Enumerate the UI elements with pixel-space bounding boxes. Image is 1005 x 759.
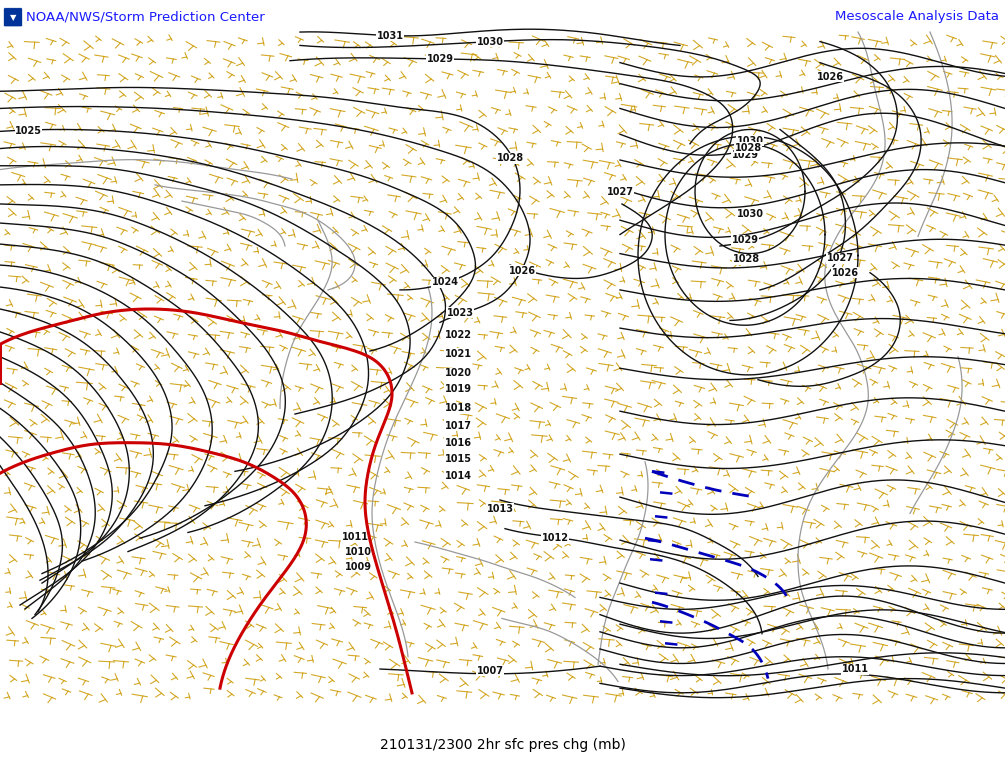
Text: 1025: 1025 bbox=[15, 126, 42, 137]
Text: 1009: 1009 bbox=[345, 562, 372, 572]
Text: 1010: 1010 bbox=[345, 546, 372, 556]
Text: 1017: 1017 bbox=[444, 420, 471, 430]
Text: 1027: 1027 bbox=[826, 254, 853, 263]
Text: 1026: 1026 bbox=[831, 268, 858, 278]
Text: 1020: 1020 bbox=[444, 368, 471, 378]
Text: 1012: 1012 bbox=[542, 534, 569, 543]
Text: 1030: 1030 bbox=[737, 209, 764, 219]
Text: 1023: 1023 bbox=[446, 308, 473, 318]
Text: Mesoscale Analysis Data: Mesoscale Analysis Data bbox=[835, 11, 999, 24]
FancyBboxPatch shape bbox=[3, 8, 22, 27]
Text: 210131/2300 2hr sfc pres chg (mb): 210131/2300 2hr sfc pres chg (mb) bbox=[380, 738, 625, 751]
Text: 1013: 1013 bbox=[486, 504, 514, 514]
Text: 1030: 1030 bbox=[737, 136, 764, 146]
Text: 1028: 1028 bbox=[496, 153, 524, 163]
Text: 1011: 1011 bbox=[841, 664, 868, 674]
Text: 1026: 1026 bbox=[509, 266, 536, 276]
Text: NOAA/NWS/Storm Prediction Center: NOAA/NWS/Storm Prediction Center bbox=[26, 11, 264, 24]
Text: 1030: 1030 bbox=[476, 36, 504, 46]
Text: 1029: 1029 bbox=[732, 235, 759, 245]
Text: 1021: 1021 bbox=[444, 349, 471, 359]
Text: 1007: 1007 bbox=[476, 666, 504, 676]
Text: 1024: 1024 bbox=[431, 277, 458, 287]
Text: 1027: 1027 bbox=[606, 187, 633, 197]
Text: 1029: 1029 bbox=[732, 150, 759, 160]
Text: 1031: 1031 bbox=[377, 31, 403, 41]
Text: ▼: ▼ bbox=[10, 13, 16, 22]
Text: 1016: 1016 bbox=[444, 438, 471, 448]
Text: 1011: 1011 bbox=[342, 532, 369, 542]
Text: 1018: 1018 bbox=[444, 403, 471, 414]
Text: 1028: 1028 bbox=[735, 143, 762, 153]
Text: 1015: 1015 bbox=[444, 454, 471, 464]
Text: 1028: 1028 bbox=[733, 254, 760, 264]
Text: 1026: 1026 bbox=[816, 72, 843, 82]
Text: 1022: 1022 bbox=[444, 330, 471, 340]
Text: 1029: 1029 bbox=[426, 54, 453, 64]
Text: 1019: 1019 bbox=[444, 384, 471, 394]
Text: 1014: 1014 bbox=[444, 471, 471, 481]
